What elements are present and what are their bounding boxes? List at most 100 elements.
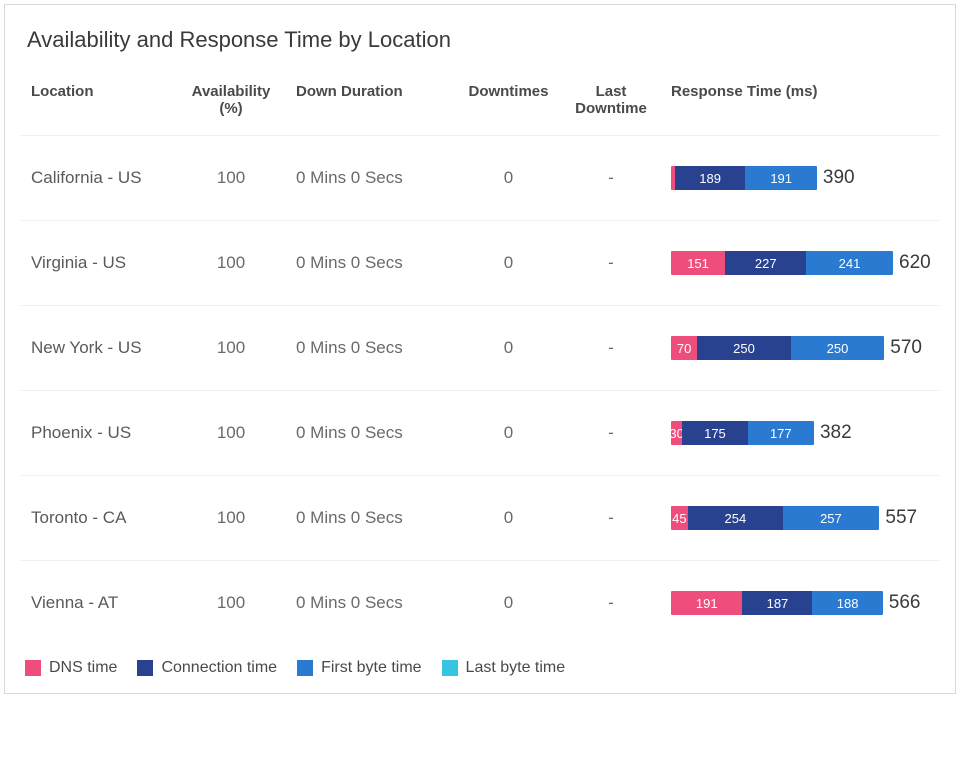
bar-segment-first_byte: 250 (791, 336, 885, 360)
cell-location: Virginia - US (21, 221, 176, 306)
cell-response-time: 151227241 620 (661, 221, 939, 306)
legend-label-first-byte: First byte time (321, 659, 421, 677)
response-bar: 189191 (671, 166, 817, 190)
legend: DNS time Connection time First byte time… (21, 645, 939, 683)
bar-segment-connection: 175 (682, 421, 747, 445)
bar-segment-first_byte: 241 (806, 251, 892, 275)
cell-downtimes: 0 (456, 561, 561, 646)
response-bar: 191187188 (671, 591, 883, 615)
cell-down-duration: 0 Mins 0 Secs (286, 391, 456, 476)
cell-availability: 100 (176, 561, 286, 646)
cell-last-downtime: - (561, 561, 661, 646)
cell-location: Phoenix - US (21, 391, 176, 476)
cell-availability: 100 (176, 391, 286, 476)
response-bar-wrap: 151227241 620 (671, 251, 939, 275)
cell-location: Vienna - AT (21, 561, 176, 646)
legend-swatch-connection (137, 660, 153, 676)
cell-down-duration: 0 Mins 0 Secs (286, 221, 456, 306)
response-bar-wrap: 45254257 557 (671, 506, 939, 530)
response-bar-wrap: 191187188 566 (671, 591, 939, 615)
col-location: Location (21, 75, 176, 136)
legend-item-dns: DNS time (25, 659, 117, 677)
cell-down-duration: 0 Mins 0 Secs (286, 476, 456, 561)
bar-segment-dns: 45 (671, 506, 688, 530)
cell-response-time: 191187188 566 (661, 561, 939, 646)
response-bar-wrap: 30175177 382 (671, 421, 939, 445)
cell-availability: 100 (176, 476, 286, 561)
availability-panel: Availability and Response Time by Locati… (4, 4, 956, 694)
cell-last-downtime: - (561, 136, 661, 221)
cell-last-downtime: - (561, 306, 661, 391)
response-total: 382 (820, 422, 860, 444)
table-row: Phoenix - US1000 Mins 0 Secs0-30175177 38… (21, 391, 939, 476)
response-bar-wrap: 70250250570 (671, 336, 939, 360)
cell-downtimes: 0 (456, 476, 561, 561)
table-row: California - US1000 Mins 0 Secs0-189191 3… (21, 136, 939, 221)
response-total: 566 (889, 592, 929, 614)
table-row: Vienna - AT1000 Mins 0 Secs0-191187188 56… (21, 561, 939, 646)
response-total: 570 (890, 337, 930, 359)
response-bar-wrap: 189191 390 (671, 166, 939, 190)
cell-down-duration: 0 Mins 0 Secs (286, 136, 456, 221)
location-table: Location Availability (%) Down Duration … (21, 75, 939, 645)
response-bar: 30175177 (671, 421, 814, 445)
cell-location: New York - US (21, 306, 176, 391)
cell-response-time: 70250250570 (661, 306, 939, 391)
legend-label-connection: Connection time (161, 659, 277, 677)
response-bar: 151227241 (671, 251, 893, 275)
col-availability: Availability (%) (176, 75, 286, 136)
cell-downtimes: 0 (456, 306, 561, 391)
legend-swatch-first-byte (297, 660, 313, 676)
bar-segment-connection: 254 (688, 506, 783, 530)
cell-last-downtime: - (561, 476, 661, 561)
bar-segment-connection: 189 (675, 166, 746, 190)
response-total: 390 (823, 167, 863, 189)
bar-segment-connection: 187 (742, 591, 812, 615)
cell-downtimes: 0 (456, 221, 561, 306)
response-bar: 45254257 (671, 506, 879, 530)
legend-item-first-byte: First byte time (297, 659, 421, 677)
legend-item-connection: Connection time (137, 659, 277, 677)
legend-swatch-dns (25, 660, 41, 676)
response-total: 557 (885, 507, 925, 529)
cell-down-duration: 0 Mins 0 Secs (286, 561, 456, 646)
bar-segment-first_byte: 177 (748, 421, 814, 445)
table-row: Virginia - US1000 Mins 0 Secs0-151227241… (21, 221, 939, 306)
cell-response-time: 30175177 382 (661, 391, 939, 476)
table-header-row: Location Availability (%) Down Duration … (21, 75, 939, 136)
bar-segment-connection: 227 (725, 251, 806, 275)
bar-segment-first_byte: 188 (812, 591, 882, 615)
col-last-downtime: Last Downtime (561, 75, 661, 136)
cell-availability: 100 (176, 136, 286, 221)
legend-item-last-byte: Last byte time (442, 659, 566, 677)
bar-segment-first_byte: 191 (745, 166, 816, 190)
cell-response-time: 45254257 557 (661, 476, 939, 561)
cell-downtimes: 0 (456, 391, 561, 476)
cell-last-downtime: - (561, 221, 661, 306)
col-response-time: Response Time (ms) (661, 75, 939, 136)
cell-down-duration: 0 Mins 0 Secs (286, 306, 456, 391)
bar-segment-dns: 191 (671, 591, 742, 615)
cell-availability: 100 (176, 221, 286, 306)
cell-availability: 100 (176, 306, 286, 391)
response-bar: 70250250 (671, 336, 884, 360)
cell-location: California - US (21, 136, 176, 221)
col-downtimes: Downtimes (456, 75, 561, 136)
legend-swatch-last-byte (442, 660, 458, 676)
bar-segment-dns: 70 (671, 336, 697, 360)
table-row: New York - US1000 Mins 0 Secs0-702502505… (21, 306, 939, 391)
bar-segment-dns: 151 (671, 251, 725, 275)
cell-response-time: 189191 390 (661, 136, 939, 221)
legend-label-last-byte: Last byte time (466, 659, 566, 677)
cell-last-downtime: - (561, 391, 661, 476)
bar-segment-dns: 30 (671, 421, 682, 445)
bar-segment-first_byte: 257 (783, 506, 879, 530)
cell-downtimes: 0 (456, 136, 561, 221)
panel-title: Availability and Response Time by Locati… (27, 27, 939, 53)
col-down-duration: Down Duration (286, 75, 456, 136)
legend-label-dns: DNS time (49, 659, 117, 677)
cell-location: Toronto - CA (21, 476, 176, 561)
bar-segment-connection: 250 (697, 336, 791, 360)
table-row: Toronto - CA1000 Mins 0 Secs0-45254257 55… (21, 476, 939, 561)
response-total: 620 (899, 252, 939, 274)
